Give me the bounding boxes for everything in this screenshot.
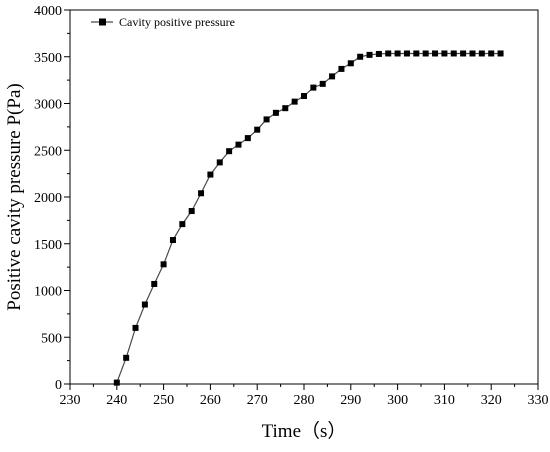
data-point — [113, 379, 120, 386]
data-point — [338, 65, 345, 72]
data-point — [141, 301, 148, 308]
data-point — [488, 50, 495, 57]
x-tick-label: 280 — [294, 393, 315, 408]
x-tick-label: 270 — [247, 393, 268, 408]
y-tick-label: 500 — [41, 331, 62, 346]
x-tick-label: 320 — [481, 393, 502, 408]
data-point — [123, 354, 130, 361]
data-point — [422, 50, 429, 57]
x-tick-label: 250 — [153, 393, 174, 408]
data-point — [151, 280, 158, 287]
data-point — [366, 51, 373, 58]
y-tick-label: 3000 — [34, 98, 62, 113]
data-point — [226, 148, 233, 155]
data-point — [469, 50, 476, 57]
x-tick-label: 290 — [340, 393, 361, 408]
data-point — [263, 116, 270, 123]
y-tick-label: 4000 — [34, 4, 62, 19]
data-point — [244, 135, 251, 142]
data-point — [497, 50, 504, 57]
data-point — [198, 190, 205, 197]
x-tick-label: 310 — [434, 393, 455, 408]
data-point — [207, 171, 214, 178]
data-point — [441, 50, 448, 57]
y-tick-label: 0 — [55, 378, 62, 393]
y-tick-label: 1500 — [34, 238, 62, 253]
series-line — [116, 52, 501, 383]
x-axis-title: Time（s） — [262, 420, 347, 442]
y-tick-label: 1000 — [34, 285, 62, 300]
data-point — [329, 73, 336, 80]
data-point — [272, 109, 279, 116]
axes-layer: 230 240 250 260 270 280 290 300 310 320 330 0 500 100… — [34, 4, 549, 408]
data-point — [375, 50, 382, 57]
data-point — [179, 221, 186, 228]
series-layer — [113, 50, 504, 386]
data-point — [301, 93, 307, 100]
x-tick-label: 240 — [106, 393, 127, 408]
legend: Cavity positive pressure — [91, 15, 235, 29]
data-point — [282, 105, 289, 112]
data-point — [450, 50, 457, 57]
data-point — [169, 237, 176, 244]
y-tick-label: 3500 — [34, 51, 62, 66]
x-tick-label: 330 — [528, 393, 549, 408]
x-tick-label: 300 — [387, 393, 408, 408]
x-tick-label: 260 — [200, 393, 221, 408]
y-axis-title: Positive cavity pressure P(Pa) — [4, 83, 25, 310]
data-point — [310, 84, 317, 91]
legend-label: Cavity positive pressure — [119, 15, 235, 29]
data-point — [432, 50, 439, 57]
data-point — [216, 159, 223, 166]
x-tick-label: 230 — [60, 393, 81, 408]
plot-frame — [69, 9, 539, 385]
data-point — [385, 50, 392, 57]
data-point — [357, 53, 364, 60]
data-point — [478, 50, 485, 57]
data-point — [460, 50, 467, 57]
y-tick-label: 2500 — [34, 144, 62, 159]
data-point — [394, 50, 401, 57]
data-point — [254, 126, 261, 133]
legend-marker — [99, 18, 106, 26]
data-point — [403, 50, 410, 57]
data-point — [132, 324, 139, 331]
data-point — [413, 50, 420, 57]
data-point — [235, 141, 242, 148]
data-point — [319, 80, 326, 87]
data-point — [347, 60, 354, 67]
y-tick-label: 2000 — [34, 191, 62, 206]
data-point — [160, 261, 167, 268]
data-point — [291, 98, 298, 105]
data-point — [188, 208, 195, 215]
